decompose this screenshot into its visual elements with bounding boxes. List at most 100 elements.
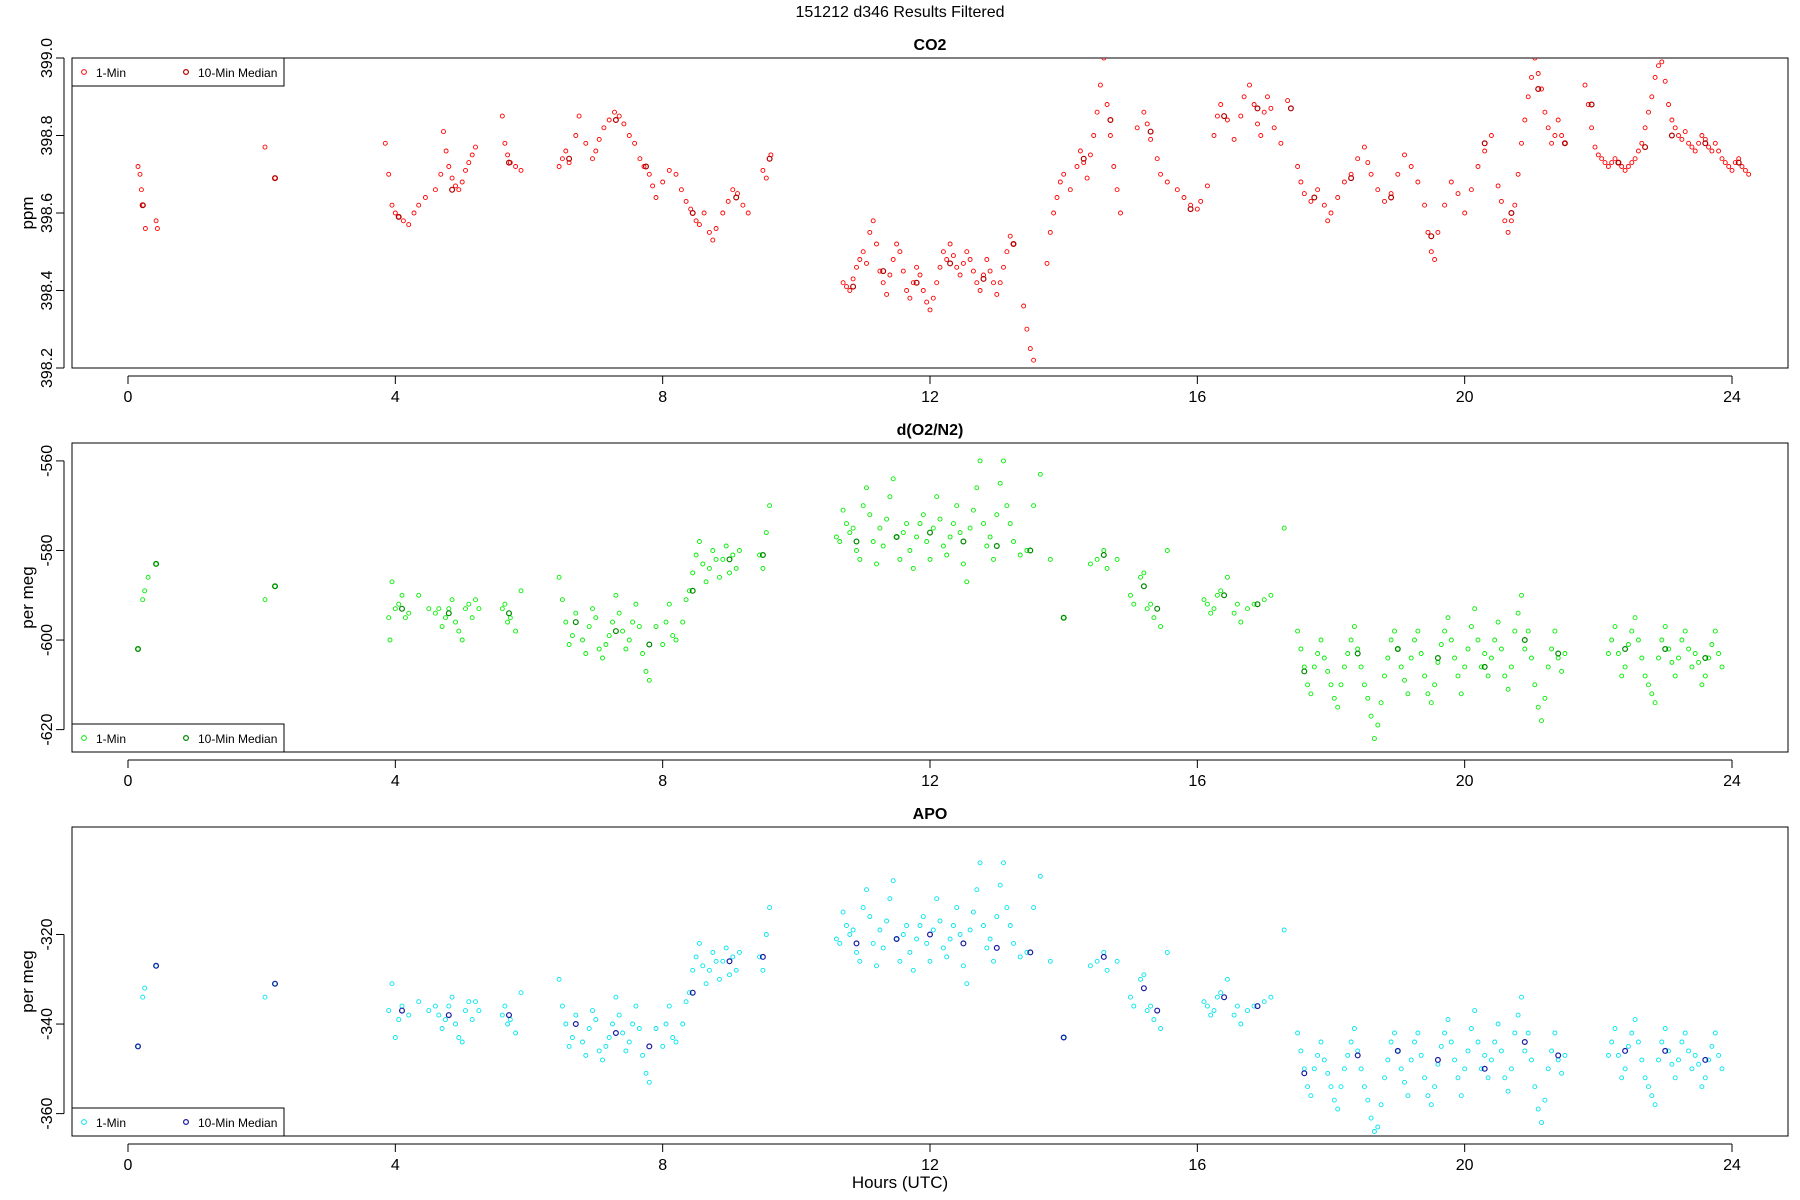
legend-marker-median <box>183 734 190 741</box>
data-point <box>1100 953 1107 960</box>
data-point <box>1625 164 1631 169</box>
data-point <box>1542 109 1548 115</box>
data-point <box>730 187 736 193</box>
series-median <box>135 931 1709 1077</box>
data-point <box>1007 521 1013 527</box>
data-point <box>701 210 707 216</box>
data-point <box>1472 606 1478 612</box>
data-point <box>1585 102 1591 107</box>
data-point <box>680 1021 686 1027</box>
data-point <box>1642 1075 1648 1081</box>
data-point <box>1368 171 1374 177</box>
data-point <box>1702 1075 1708 1081</box>
data-point <box>1425 1093 1431 1099</box>
data-point <box>920 914 926 920</box>
data-point <box>1481 140 1488 147</box>
data-point <box>763 932 769 937</box>
data-point <box>1358 1066 1364 1072</box>
data-point <box>586 624 592 630</box>
data-point <box>1432 1084 1438 1090</box>
data-point <box>1549 140 1555 146</box>
data-point <box>1208 1012 1214 1018</box>
data-point <box>1612 156 1618 162</box>
data-point <box>1712 140 1718 146</box>
data-point <box>877 927 883 933</box>
data-point <box>1716 148 1722 154</box>
data-point <box>1442 1030 1448 1036</box>
data-point <box>1652 74 1658 80</box>
data-point <box>572 619 579 626</box>
data-point <box>974 887 980 893</box>
data-point <box>612 109 617 115</box>
data-point <box>1599 156 1605 162</box>
data-point <box>1258 133 1264 138</box>
x-tick-label: 20 <box>1456 773 1474 790</box>
data-point <box>759 551 766 558</box>
data-point <box>1605 1052 1611 1058</box>
data-point <box>1485 673 1491 679</box>
data-point <box>1024 326 1030 332</box>
legend-marker-1min <box>81 735 87 741</box>
data-point <box>987 268 993 274</box>
data-point <box>957 272 963 278</box>
x-tick-label: 20 <box>1456 389 1474 406</box>
data-point <box>453 1021 458 1027</box>
data-point <box>864 485 869 491</box>
data-point <box>1394 645 1401 652</box>
data-point <box>1301 191 1307 197</box>
data-point <box>1295 164 1301 169</box>
data-point <box>1646 1084 1651 1090</box>
data-point <box>596 646 602 652</box>
data-point <box>1515 610 1521 616</box>
data-point <box>593 1017 599 1023</box>
data-point <box>1301 664 1307 670</box>
data-point <box>1686 646 1692 652</box>
data-point <box>1609 1039 1615 1045</box>
data-point <box>1254 105 1261 112</box>
x-tick-label: 12 <box>921 1157 939 1174</box>
data-point <box>937 918 943 924</box>
data-point <box>763 530 769 536</box>
data-point <box>660 1043 666 1049</box>
data-point <box>416 592 422 598</box>
data-point <box>1542 695 1548 701</box>
data-point <box>1589 125 1595 131</box>
data-point <box>927 556 933 562</box>
data-point <box>1204 1003 1210 1009</box>
data-point <box>1268 105 1274 111</box>
data-point <box>897 556 903 562</box>
data-point <box>880 268 887 275</box>
data-point <box>426 606 432 612</box>
data-point <box>1268 592 1274 598</box>
data-point <box>1612 624 1618 630</box>
data-point <box>1545 1066 1551 1072</box>
data-point <box>653 1026 659 1031</box>
data-point <box>1622 1066 1628 1072</box>
data-point <box>1218 102 1224 107</box>
data-point <box>937 264 943 270</box>
data-point <box>1104 565 1110 571</box>
data-point <box>637 156 643 162</box>
data-point <box>1462 664 1468 670</box>
data-point <box>1201 597 1207 603</box>
data-point <box>1432 257 1438 262</box>
data-point <box>1148 1003 1154 1009</box>
data-point <box>436 606 442 612</box>
data-point <box>1445 615 1451 621</box>
data-point <box>1422 673 1428 679</box>
data-point <box>926 529 933 536</box>
data-point <box>1238 113 1244 119</box>
data-point <box>686 990 692 996</box>
data-point <box>1481 1065 1488 1072</box>
data-point <box>977 458 983 464</box>
data-point <box>1696 659 1702 665</box>
data-point <box>502 140 508 146</box>
data-point <box>757 954 763 960</box>
data-point <box>844 923 849 928</box>
data-point <box>1158 1026 1164 1031</box>
data-point <box>1214 592 1220 598</box>
data-point <box>507 615 513 621</box>
data-point <box>389 981 395 987</box>
legend-box <box>71 1107 285 1137</box>
legend: 1-Min 10-Min Median <box>71 723 285 753</box>
